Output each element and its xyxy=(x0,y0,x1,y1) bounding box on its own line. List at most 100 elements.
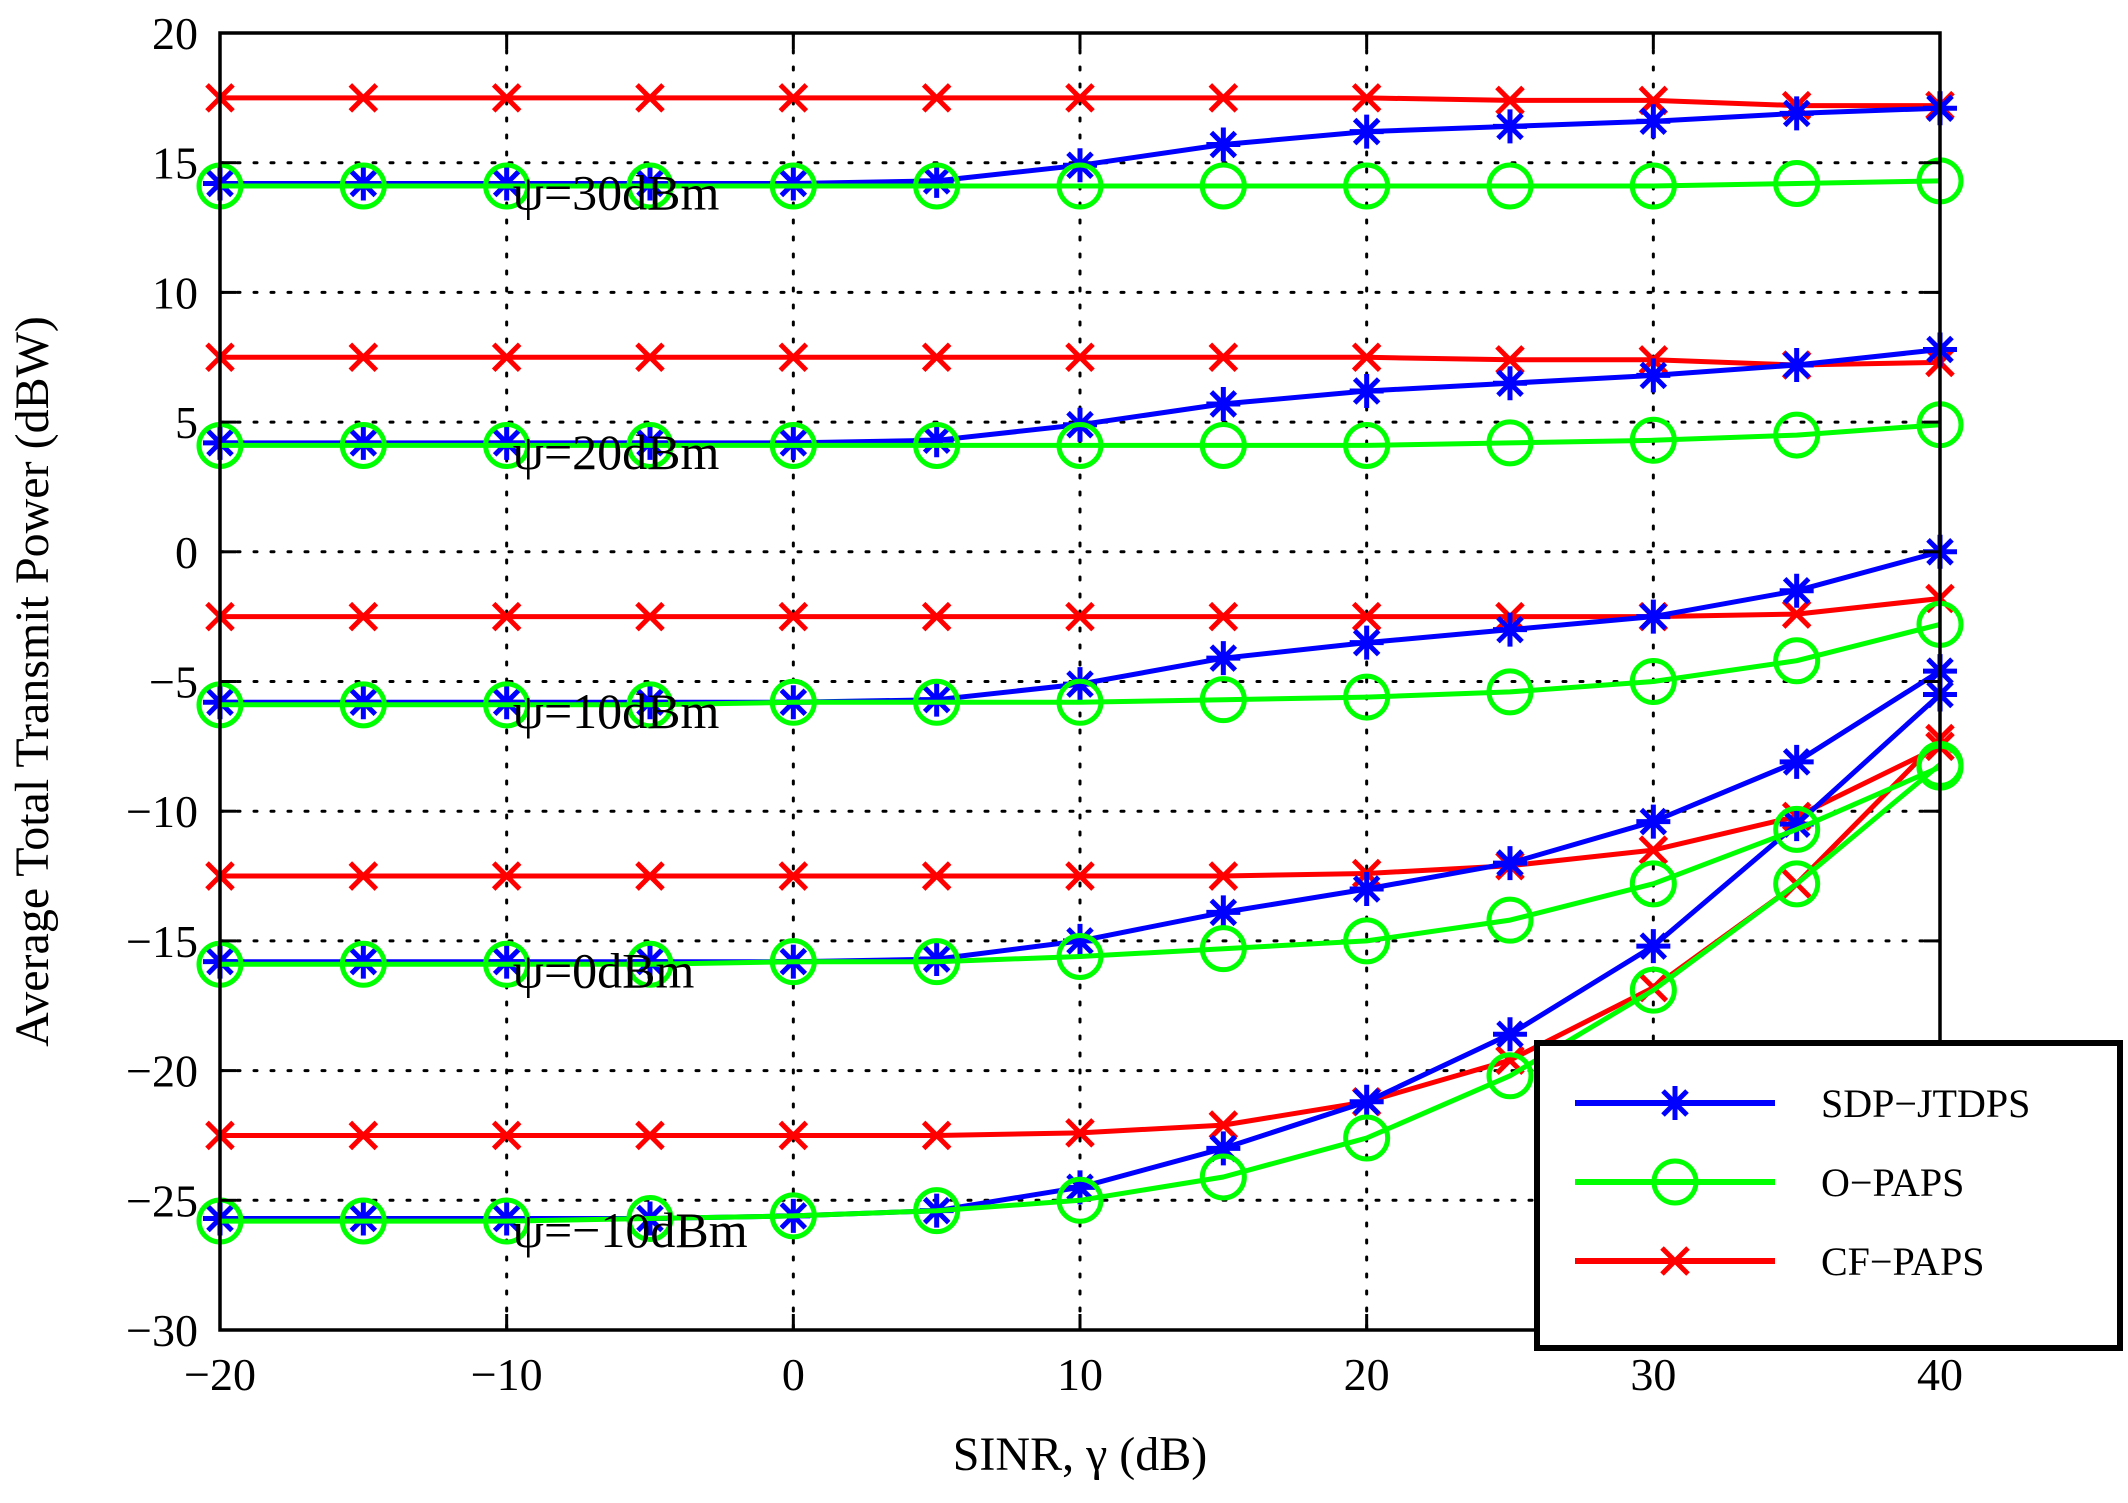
x-tick-label: 20 xyxy=(1344,1349,1390,1400)
x-tick-label: 0 xyxy=(782,1349,805,1400)
data-point xyxy=(1493,612,1527,647)
data-point xyxy=(1781,599,1812,629)
data-point xyxy=(1208,342,1239,373)
data-point xyxy=(1199,925,1247,973)
legend: SDP−JTDPS O−PAPS CF−PAPS xyxy=(1534,1040,2123,1351)
data-point xyxy=(491,1120,522,1151)
data-point xyxy=(1636,104,1671,139)
series-circle xyxy=(196,401,1964,469)
data-point xyxy=(348,83,379,113)
psi-annotation: ψ=−10dBm xyxy=(513,1202,748,1258)
y-tick-label: 10 xyxy=(152,267,198,318)
data-point xyxy=(1493,366,1527,401)
legend-marker-asterisk xyxy=(1658,1086,1692,1120)
data-point xyxy=(1206,1131,1241,1166)
y-tick-label: 5 xyxy=(175,397,198,448)
data-point xyxy=(346,944,381,979)
data-point xyxy=(633,425,667,460)
data-point xyxy=(1199,676,1247,724)
x-tick-label: 10 xyxy=(1057,1349,1103,1400)
psi-annotation: ψ=0dBm xyxy=(513,943,695,999)
data-point xyxy=(919,942,954,977)
data-point xyxy=(491,83,522,113)
data-point xyxy=(769,678,817,726)
data-point xyxy=(1199,162,1247,210)
data-point xyxy=(919,423,954,458)
data-point xyxy=(1056,932,1104,980)
data-point xyxy=(339,421,387,469)
data-point xyxy=(346,685,381,720)
data-point xyxy=(913,421,961,469)
data-point xyxy=(776,166,811,201)
data-point xyxy=(1199,1153,1247,1201)
data-point xyxy=(635,342,665,373)
data-point xyxy=(1063,923,1097,958)
data-point xyxy=(1349,114,1384,149)
series-line xyxy=(220,422,1941,448)
data-point xyxy=(921,1120,952,1151)
data-point xyxy=(491,342,522,373)
series-line xyxy=(220,762,1942,1224)
data-point xyxy=(1779,573,1814,608)
y-tick-label: −20 xyxy=(126,1046,198,1097)
data-point xyxy=(919,163,954,198)
data-point xyxy=(1343,421,1391,469)
psi-annotation: ψ=20dBm xyxy=(513,424,720,480)
data-point xyxy=(626,940,674,988)
data-point xyxy=(633,166,667,201)
data-point xyxy=(1629,416,1677,464)
data-point xyxy=(1636,929,1671,964)
data-point xyxy=(921,601,952,632)
data-point xyxy=(769,938,817,986)
data-point xyxy=(489,1201,524,1236)
data-point xyxy=(1056,421,1104,469)
y-tick-label: −25 xyxy=(126,1175,198,1226)
psi-annotation: ψ=30dBm xyxy=(513,164,720,220)
data-point xyxy=(1199,421,1247,469)
data-point xyxy=(346,1201,381,1236)
data-point xyxy=(921,83,952,113)
data-point xyxy=(919,682,954,717)
data-point xyxy=(339,1197,387,1245)
data-point xyxy=(776,425,811,460)
data-point xyxy=(1056,1176,1104,1224)
data-point xyxy=(1486,419,1534,467)
x-tick-label: 40 xyxy=(1917,1349,1963,1400)
data-point xyxy=(913,938,961,986)
series-circle xyxy=(196,741,1964,1245)
data-point xyxy=(626,681,674,729)
data-point xyxy=(1063,667,1097,702)
data-point xyxy=(626,421,674,469)
data-point xyxy=(1206,895,1241,930)
data-point xyxy=(913,678,961,726)
data-point xyxy=(1343,1114,1391,1162)
data-point xyxy=(1773,860,1821,908)
data-point xyxy=(491,601,522,632)
data-point xyxy=(1349,1084,1384,1119)
data-point xyxy=(483,681,531,729)
data-point xyxy=(1349,625,1384,660)
data-point xyxy=(1063,1170,1097,1205)
data-point xyxy=(1779,807,1814,842)
data-point xyxy=(1208,1110,1239,1140)
data-point xyxy=(483,1197,531,1245)
data-point xyxy=(1493,109,1527,144)
data-point xyxy=(348,861,379,891)
data-point xyxy=(1493,1017,1527,1052)
data-point xyxy=(1629,162,1677,210)
data-point xyxy=(1206,641,1241,676)
data-point xyxy=(1486,896,1534,944)
data-point xyxy=(635,1120,665,1151)
data-point xyxy=(348,1120,379,1151)
data-point xyxy=(483,940,531,988)
data-point xyxy=(339,162,387,210)
data-point xyxy=(1773,805,1821,853)
data-point xyxy=(1773,411,1821,459)
data-point xyxy=(489,944,524,979)
data-point xyxy=(778,342,809,373)
data-point xyxy=(489,685,524,720)
data-point xyxy=(1206,386,1241,421)
data-point xyxy=(1493,846,1527,881)
y-tick-label: −30 xyxy=(126,1305,198,1356)
